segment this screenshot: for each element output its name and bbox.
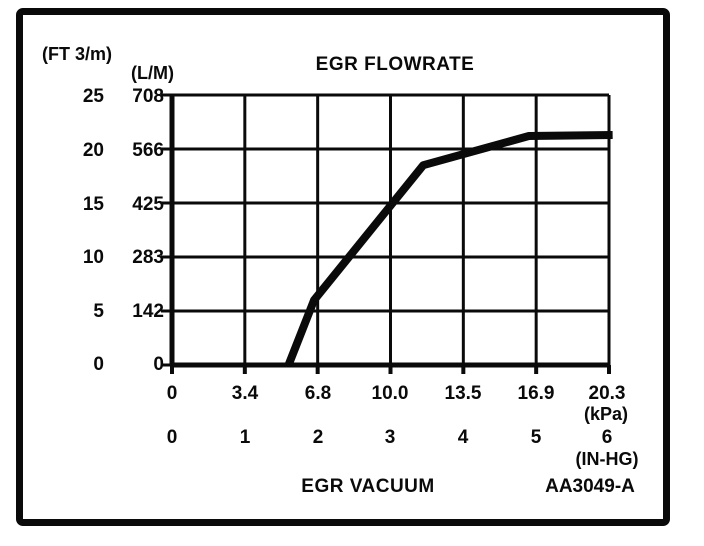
y-axis-unit-ft3m-label: (FT 3/m) bbox=[42, 44, 112, 64]
x-axis-title: EGR VACUUM bbox=[301, 476, 435, 497]
x-tick-label-kpa: 6.8 bbox=[304, 383, 332, 404]
y-tick-label-lm: 708 bbox=[132, 86, 164, 107]
chart-title: EGR FLOWRATE bbox=[315, 54, 475, 75]
x-tick-label-inhg: 5 bbox=[530, 427, 542, 448]
inhg-unit-label: (IN-HG) bbox=[575, 449, 639, 469]
y-tick-label-ft3m: 10 bbox=[82, 247, 104, 268]
y-tick-label-ft3m: 0 bbox=[93, 354, 104, 375]
y-axis-unit-lm-label: (L/M) bbox=[131, 63, 174, 83]
y-tick-label-ft3m: 25 bbox=[82, 86, 104, 107]
x-tick-label-kpa: 0 bbox=[166, 383, 178, 404]
flowrate-curve bbox=[284, 130, 613, 367]
x-tick-label-kpa: 10.0 bbox=[371, 383, 409, 404]
x-tick-label-inhg: 4 bbox=[457, 427, 469, 448]
y-tick-label-ft3m: 15 bbox=[82, 194, 104, 215]
x-tick-label-inhg: 3 bbox=[384, 427, 396, 448]
y-tick-label-lm: 0 bbox=[153, 354, 164, 375]
x-tick-label-inhg: 6 bbox=[601, 427, 613, 448]
y-tick-label-lm: 283 bbox=[132, 247, 164, 268]
figure-id: AA3049-A bbox=[545, 476, 635, 497]
x-tick-label-inhg: 2 bbox=[312, 427, 324, 448]
x-tick-label-kpa: 13.5 bbox=[444, 383, 482, 404]
x-tick-label-inhg: 0 bbox=[166, 427, 178, 448]
y-tick-label-lm: 425 bbox=[132, 194, 164, 215]
x-tick-label-kpa: 16.9 bbox=[517, 383, 555, 404]
y-tick-label-lm: 566 bbox=[132, 140, 164, 161]
x-tick-label-kpa: 3.4 bbox=[231, 383, 259, 404]
y-tick-label-ft3m: 5 bbox=[93, 301, 104, 322]
kpa-unit-label: (kPa) bbox=[583, 404, 628, 424]
y-tick-label-lm: 142 bbox=[132, 301, 164, 322]
x-tick-label-inhg: 1 bbox=[239, 427, 251, 448]
x-tick-label-kpa: 20.3 bbox=[588, 383, 626, 404]
y-tick-label-ft3m: 20 bbox=[82, 140, 104, 161]
